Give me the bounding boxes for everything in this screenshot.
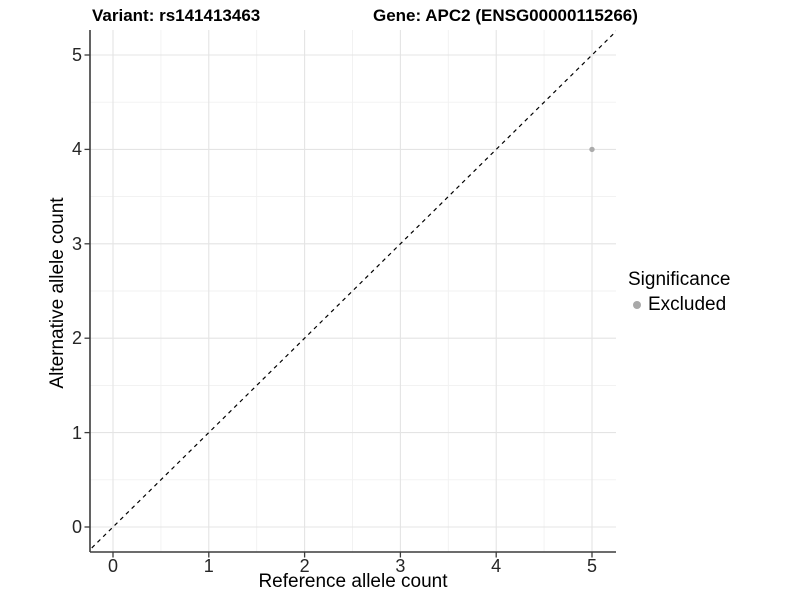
- x-tick-label: 5: [586, 556, 597, 576]
- identity-line: [90, 30, 616, 551]
- x-tick-label: 4: [491, 556, 502, 576]
- x-axis-label: Reference allele count: [258, 571, 448, 592]
- legend-item: Excluded: [628, 294, 730, 316]
- gene-title: Gene: APC2 (ENSG00000115266): [373, 6, 638, 25]
- y-tick-label: 1: [71, 422, 82, 443]
- x-tick-label: 3: [395, 556, 406, 576]
- y-tick-label: 0: [71, 517, 82, 537]
- x-tick-label: 0: [107, 556, 118, 576]
- legend-title: Significance: [628, 269, 731, 290]
- x-tick-label: 1: [203, 556, 214, 576]
- legend-item-label: Excluded: [648, 294, 727, 315]
- variant-title: Variant: rs141413463: [92, 6, 261, 25]
- data-point: [589, 146, 595, 153]
- y-tick-label: 3: [71, 233, 82, 254]
- legend-point-icon: [633, 301, 641, 309]
- y-tick-label: 4: [71, 139, 82, 160]
- y-tick-label: 2: [71, 328, 82, 349]
- x-tick-label: 2: [299, 556, 310, 576]
- legend-items: Excluded: [628, 294, 730, 316]
- y-tick-label: 5: [71, 45, 82, 65]
- y-axis-label: Alternative allele count: [47, 197, 68, 389]
- legend: Significance Excluded: [628, 269, 730, 316]
